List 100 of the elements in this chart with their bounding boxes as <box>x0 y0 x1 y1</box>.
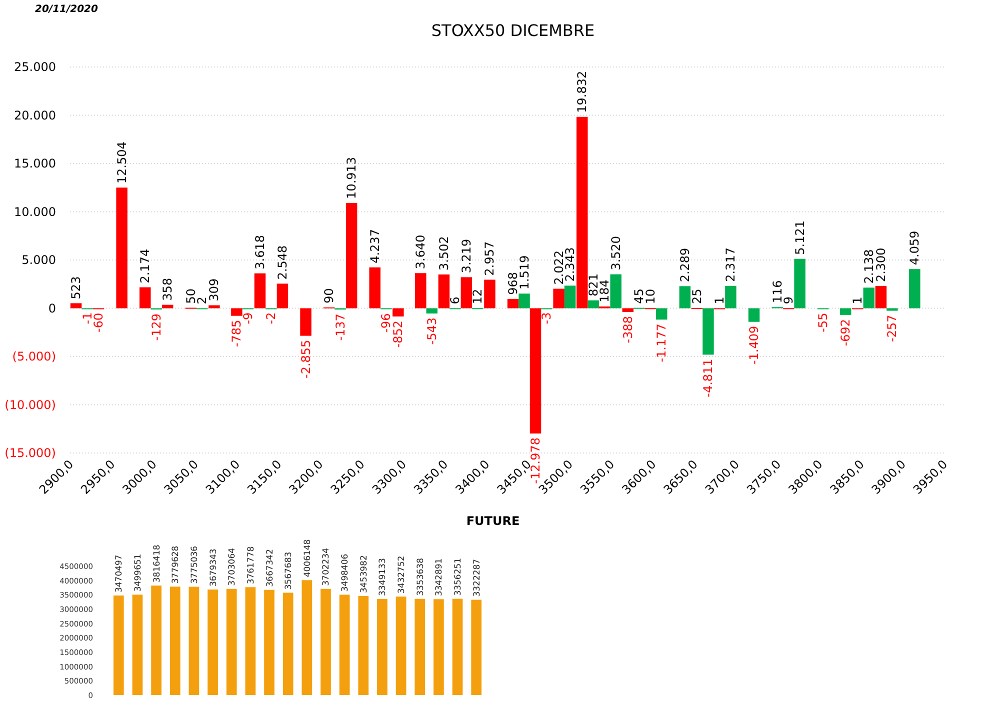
bar <box>254 273 266 308</box>
bar <box>208 590 218 695</box>
data-label: 2.174 <box>138 248 152 284</box>
y-tick-label: 20.000 <box>14 108 56 122</box>
data-label: 3775036 <box>190 546 200 584</box>
bar <box>282 592 294 695</box>
data-label: 3679343 <box>208 548 219 587</box>
data-label: 309 <box>207 278 222 302</box>
data-label: -12.978 <box>528 437 543 484</box>
data-label: 3.219 <box>459 238 474 274</box>
bar <box>702 308 714 355</box>
data-label: 1 <box>850 296 865 304</box>
data-label: 2.548 <box>275 245 290 280</box>
data-label: 2 <box>195 296 210 304</box>
bar <box>245 587 256 695</box>
bar <box>553 288 564 308</box>
data-label: -4.811 <box>701 358 716 398</box>
data-label: 2.138 <box>862 249 876 284</box>
y-tick-label: 15.000 <box>14 156 56 170</box>
data-label: 3.502 <box>436 236 451 270</box>
bar <box>113 596 124 695</box>
data-label: 821 <box>586 273 600 296</box>
data-label: -388 <box>620 316 635 344</box>
bar <box>396 596 406 695</box>
bar <box>132 594 143 695</box>
data-label: 3.640 <box>414 234 428 270</box>
data-label: 3470497 <box>114 554 125 593</box>
bar <box>909 269 920 308</box>
data-label: 4006148 <box>302 539 313 578</box>
bar <box>452 598 463 695</box>
data-label: -2.855 <box>298 340 313 378</box>
bar <box>518 294 530 308</box>
data-label: 3356251 <box>454 558 464 596</box>
y-tick-label: (5.000) <box>12 350 56 364</box>
bar <box>300 308 312 336</box>
y-tick-label: (10.000) <box>4 398 56 412</box>
data-label: 3432752 <box>397 556 408 594</box>
bar <box>276 284 288 308</box>
data-label: 3322287 <box>472 558 482 597</box>
data-label: -2 <box>264 312 278 324</box>
data-label: 50 <box>184 288 198 304</box>
bar <box>748 308 760 322</box>
data-label: 25 <box>690 288 704 304</box>
data-label: 3816418 <box>152 544 162 583</box>
data-label: -1 <box>80 312 94 324</box>
data-label: 3342891 <box>434 558 445 596</box>
data-label: 184 <box>598 280 612 302</box>
data-label: 4.237 <box>368 229 382 264</box>
bar <box>188 586 200 695</box>
data-label: 12.504 <box>114 142 129 184</box>
bar <box>622 308 634 312</box>
bar <box>226 588 237 695</box>
bar <box>320 588 331 695</box>
data-label: 358 <box>160 278 175 301</box>
data-label: 5.121 <box>792 220 807 255</box>
bar <box>151 586 162 695</box>
bar <box>264 590 274 695</box>
bar <box>377 598 388 695</box>
bar <box>162 304 174 308</box>
data-label: 19.832 <box>575 70 590 113</box>
bar <box>863 288 874 308</box>
data-label: 3.520 <box>608 236 623 270</box>
data-label: 3761778 <box>246 546 256 584</box>
data-label: -60 <box>92 312 106 332</box>
bar <box>392 308 404 316</box>
bar <box>564 286 576 308</box>
data-label: 4.059 <box>908 230 922 266</box>
bar <box>208 305 220 308</box>
bar <box>140 287 151 308</box>
bar <box>588 300 599 308</box>
bar <box>656 308 668 320</box>
y-tick-label: 25.000 <box>14 60 56 74</box>
y-tick-label: 5.000 <box>22 253 56 267</box>
data-label: 2.957 <box>482 241 497 276</box>
bar <box>116 188 128 308</box>
data-label: 3498406 <box>340 554 351 592</box>
data-label: -852 <box>391 320 406 348</box>
bar <box>610 274 622 308</box>
text: 20/11/2020 <box>35 4 98 15</box>
data-label: 2.289 <box>678 248 692 282</box>
data-label: 6 <box>448 296 462 304</box>
data-label: -3 <box>540 312 554 324</box>
y-tick-label: (15.000) <box>4 446 56 460</box>
bar <box>471 600 482 695</box>
data-label: 3702234 <box>322 548 332 586</box>
data-label: 3349133 <box>378 558 388 596</box>
data-label: -257 <box>885 314 900 342</box>
bar <box>426 308 438 314</box>
bar <box>875 286 887 308</box>
bar <box>460 277 472 308</box>
chart-title: FUTURE <box>466 514 520 528</box>
data-label: -55 <box>816 312 830 332</box>
data-label: 3453982 <box>359 555 370 593</box>
data-label: 9 <box>782 296 796 304</box>
data-label: -692 <box>838 318 853 346</box>
data-label: 2.317 <box>724 248 738 282</box>
data-label: -1.409 <box>747 326 762 365</box>
bar <box>369 267 380 308</box>
bar <box>231 308 242 316</box>
data-label: 3499651 <box>133 554 144 592</box>
